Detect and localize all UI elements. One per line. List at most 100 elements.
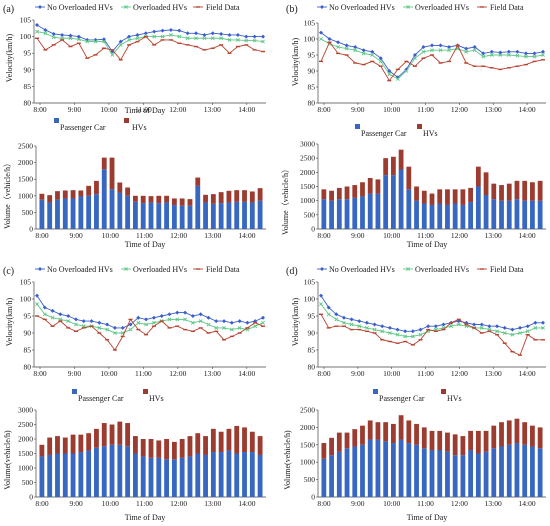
data-point — [327, 37, 332, 41]
hvs-bar — [383, 422, 389, 442]
legend-swatch-passenger-car — [72, 389, 77, 394]
hvs-bar — [398, 149, 404, 170]
speed-chart-d: No Overloaded HVs Overloaded HVs Field D… — [291, 265, 546, 378]
data-point — [495, 324, 500, 329]
passenger-car-bar — [468, 202, 474, 229]
data-point — [190, 314, 195, 318]
speed-chart-c: No Overloaded HVs Overloaded HVs Field D… — [5, 265, 266, 378]
hvs-bar — [148, 439, 154, 458]
data-point — [412, 53, 417, 57]
x-tick-label: 8:00 — [35, 499, 49, 508]
data-point — [541, 320, 545, 325]
data-point — [112, 325, 117, 330]
data-point — [498, 53, 503, 57]
x-tick-label: 9:00 — [69, 499, 83, 508]
series-line — [36, 315, 264, 351]
data-point — [418, 332, 423, 337]
passenger-car-bar — [460, 204, 466, 229]
hvs-bar — [414, 186, 419, 201]
passenger-car-bar — [390, 175, 396, 229]
data-point — [144, 322, 149, 327]
volume-chart-a: Passenger Car HVs Volume（vehicle/h） Time… — [3, 118, 266, 249]
y-tick-label: 1000 — [300, 458, 315, 467]
passenger-car-bar — [148, 202, 154, 229]
panel-label: (b) — [286, 4, 298, 15]
data-point — [135, 36, 140, 41]
series-line — [36, 31, 264, 56]
x-tick-label: 13:00 — [485, 105, 502, 114]
passenger-car-bar — [234, 201, 240, 229]
passenger-car-bar — [329, 455, 334, 497]
volume-chart-c: Passenger Car HVs Volume(vehicle/h) Time… — [3, 389, 266, 522]
legend-label: Overloaded HVs — [133, 265, 187, 274]
y-tick-label: 0 — [311, 493, 315, 502]
hvs-bar — [249, 191, 255, 203]
y-tick-label: 500 — [304, 210, 316, 219]
legend-label: Passenger Car — [361, 129, 407, 138]
hvs-bar — [475, 430, 481, 454]
data-point — [237, 325, 242, 330]
data-point — [489, 49, 494, 54]
hvs-bar — [406, 166, 412, 190]
data-point — [370, 53, 375, 57]
y-tick-label: 105 — [20, 16, 32, 25]
hvs-bar — [242, 427, 247, 453]
passenger-car-bar — [506, 200, 512, 229]
data-point — [214, 325, 219, 330]
passenger-car-bar — [187, 456, 193, 497]
hvs-bar — [445, 189, 450, 205]
passenger-car-bar — [101, 446, 107, 497]
y-axis-title: Velocity(km/h) — [291, 37, 300, 86]
x-tick-label: 11:00 — [136, 499, 153, 508]
passenger-car-bar — [383, 175, 389, 229]
passenger-car-bar — [329, 200, 334, 229]
data-point — [185, 31, 190, 36]
data-point — [169, 33, 173, 37]
data-point — [533, 320, 538, 325]
x-tick-label: 9:00 — [68, 105, 82, 114]
data-point — [74, 322, 78, 327]
passenger-car-bar — [514, 443, 520, 497]
passenger-car-bar — [522, 444, 528, 497]
hvs-bar — [336, 432, 342, 452]
passenger-car-bar — [429, 204, 435, 229]
data-point — [541, 325, 545, 330]
passenger-car-bar — [375, 193, 381, 229]
data-point — [418, 327, 423, 332]
x-tick-label: 10:00 — [102, 499, 119, 508]
data-point — [438, 48, 443, 53]
x-tick-label: 8:00 — [35, 231, 49, 240]
data-point — [50, 308, 55, 313]
hvs-bar — [132, 195, 138, 202]
data-point — [525, 329, 530, 334]
legend-label: No Overloaded HVs — [329, 265, 395, 274]
x-tick-label: 13:00 — [204, 369, 221, 378]
data-point — [319, 302, 323, 307]
hvs-bar — [234, 190, 240, 202]
data-point — [406, 5, 410, 9]
data-point — [395, 332, 400, 337]
data-point — [229, 320, 234, 325]
data-point — [261, 320, 265, 325]
y-tick-label: 2000 — [18, 435, 33, 444]
data-point — [421, 49, 426, 54]
data-point — [177, 28, 182, 33]
passenger-car-bar — [148, 457, 154, 497]
hvs-bar — [195, 433, 201, 454]
data-point — [42, 312, 47, 317]
data-point — [152, 34, 157, 39]
volume-chart-d: Passenger Car HVs Volume(vehicle/h) Time… — [283, 389, 546, 522]
data-point — [406, 267, 410, 271]
data-point — [51, 35, 56, 40]
data-point — [370, 49, 375, 54]
data-point — [237, 319, 242, 324]
series-line — [36, 303, 264, 334]
data-point — [118, 39, 123, 44]
data-point — [502, 331, 507, 335]
hvs-bar — [117, 421, 123, 445]
data-point — [127, 38, 131, 42]
x-tick-label: 9:00 — [351, 231, 365, 240]
data-point — [113, 331, 117, 335]
hvs-bar — [234, 425, 240, 454]
data-point — [222, 325, 226, 330]
